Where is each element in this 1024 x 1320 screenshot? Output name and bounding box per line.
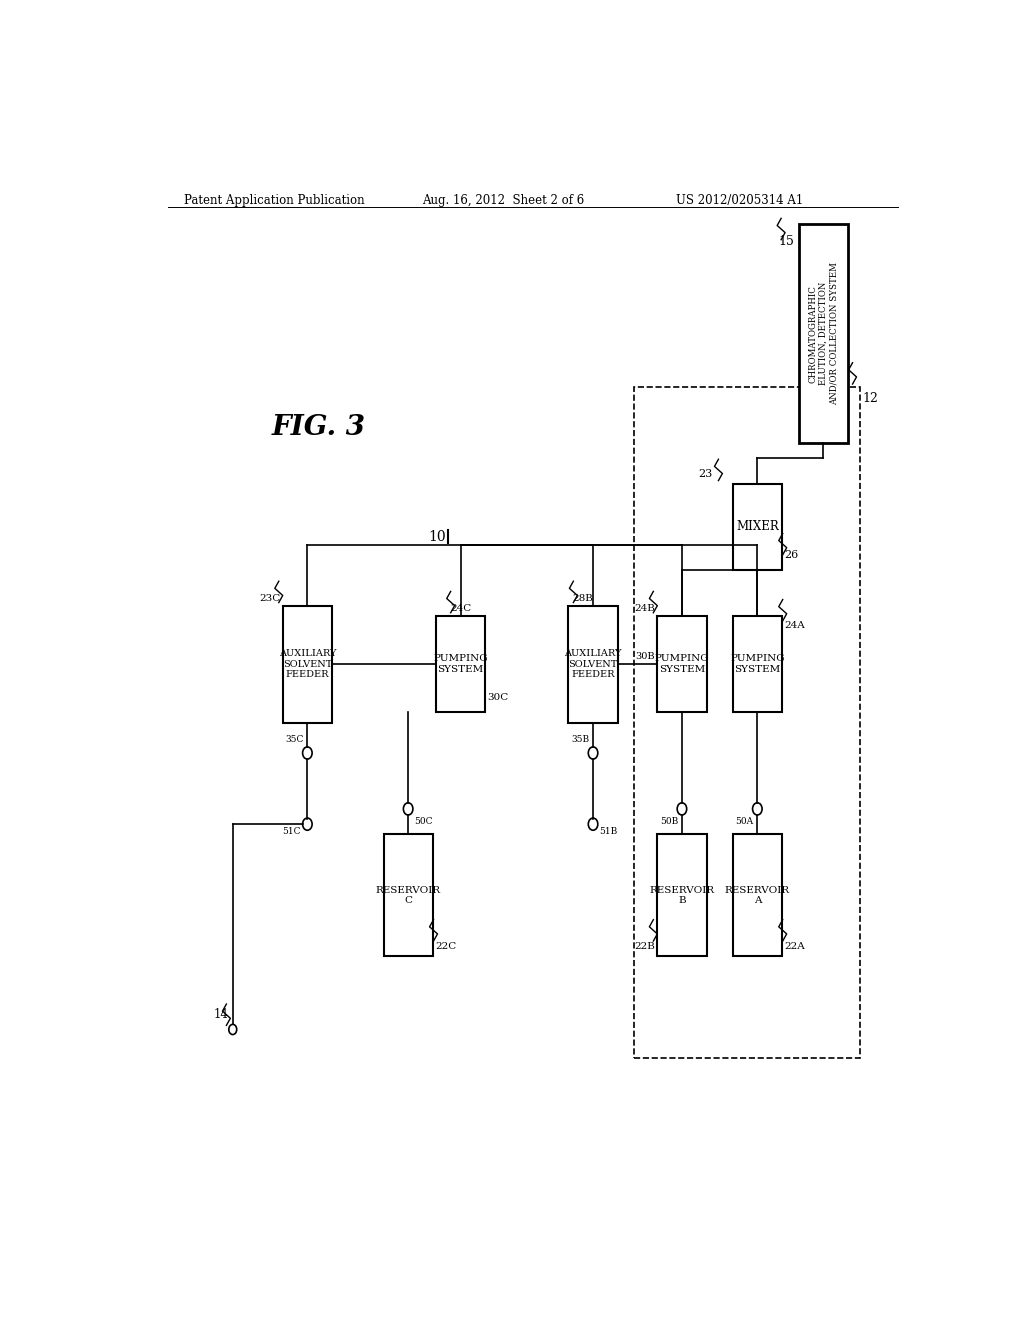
- Bar: [733, 834, 782, 956]
- Text: RESERVOIR
C: RESERVOIR C: [376, 886, 440, 906]
- Text: CHROMATOGRAPHIC
ELUTION, DETECTION
AND/OR COLLECTION SYSTEM: CHROMATOGRAPHIC ELUTION, DETECTION AND/O…: [808, 263, 838, 405]
- Text: 24A: 24A: [784, 620, 805, 630]
- Text: Aug. 16, 2012  Sheet 2 of 6: Aug. 16, 2012 Sheet 2 of 6: [422, 194, 584, 207]
- Bar: [634, 387, 860, 1057]
- Text: 22A: 22A: [784, 942, 805, 952]
- Text: PUMPING
SYSTEM: PUMPING SYSTEM: [433, 655, 487, 673]
- Text: 35B: 35B: [571, 735, 589, 744]
- Text: 15: 15: [778, 235, 795, 248]
- Bar: [657, 834, 707, 956]
- Text: RESERVOIR
A: RESERVOIR A: [725, 886, 790, 906]
- Text: US 2012/0205314 A1: US 2012/0205314 A1: [676, 194, 803, 207]
- Bar: [283, 606, 332, 722]
- Text: Patent Application Publication: Patent Application Publication: [183, 194, 365, 207]
- Bar: [799, 224, 848, 444]
- Text: 51C: 51C: [283, 828, 301, 836]
- Text: 10: 10: [428, 529, 445, 544]
- Text: 28B: 28B: [572, 594, 594, 602]
- Bar: [436, 615, 485, 713]
- Text: 50B: 50B: [659, 817, 678, 826]
- Text: 12: 12: [863, 392, 879, 405]
- Text: PUMPING
SYSTEM: PUMPING SYSTEM: [730, 655, 784, 673]
- Text: 24C: 24C: [450, 603, 471, 612]
- Text: 26: 26: [784, 550, 799, 560]
- Text: AUXILIARY
SOLVENT
FEEDER: AUXILIARY SOLVENT FEEDER: [564, 649, 622, 678]
- Text: 14: 14: [214, 1008, 228, 1022]
- Text: 30B: 30B: [635, 652, 655, 661]
- Bar: [733, 483, 782, 570]
- Bar: [384, 834, 433, 956]
- Text: PUMPING
SYSTEM: PUMPING SYSTEM: [654, 655, 710, 673]
- Text: RESERVOIR
B: RESERVOIR B: [649, 886, 715, 906]
- Bar: [733, 615, 782, 713]
- Text: 35C: 35C: [285, 735, 303, 744]
- Text: 51B: 51B: [599, 828, 617, 836]
- Text: 30C: 30C: [487, 693, 509, 702]
- Text: 50C: 50C: [415, 817, 433, 826]
- Text: MIXER: MIXER: [736, 520, 778, 533]
- Text: FIG. 3: FIG. 3: [271, 414, 366, 441]
- Text: 50A: 50A: [735, 817, 754, 826]
- Bar: [568, 606, 617, 722]
- Text: 23C: 23C: [259, 594, 281, 602]
- Text: 22C: 22C: [435, 942, 457, 952]
- Text: 24B: 24B: [634, 603, 655, 612]
- Text: 22B: 22B: [634, 942, 655, 952]
- Text: 23: 23: [698, 469, 713, 479]
- Bar: [657, 615, 707, 713]
- Text: AUXILIARY
SOLVENT
FEEDER: AUXILIARY SOLVENT FEEDER: [279, 649, 336, 678]
